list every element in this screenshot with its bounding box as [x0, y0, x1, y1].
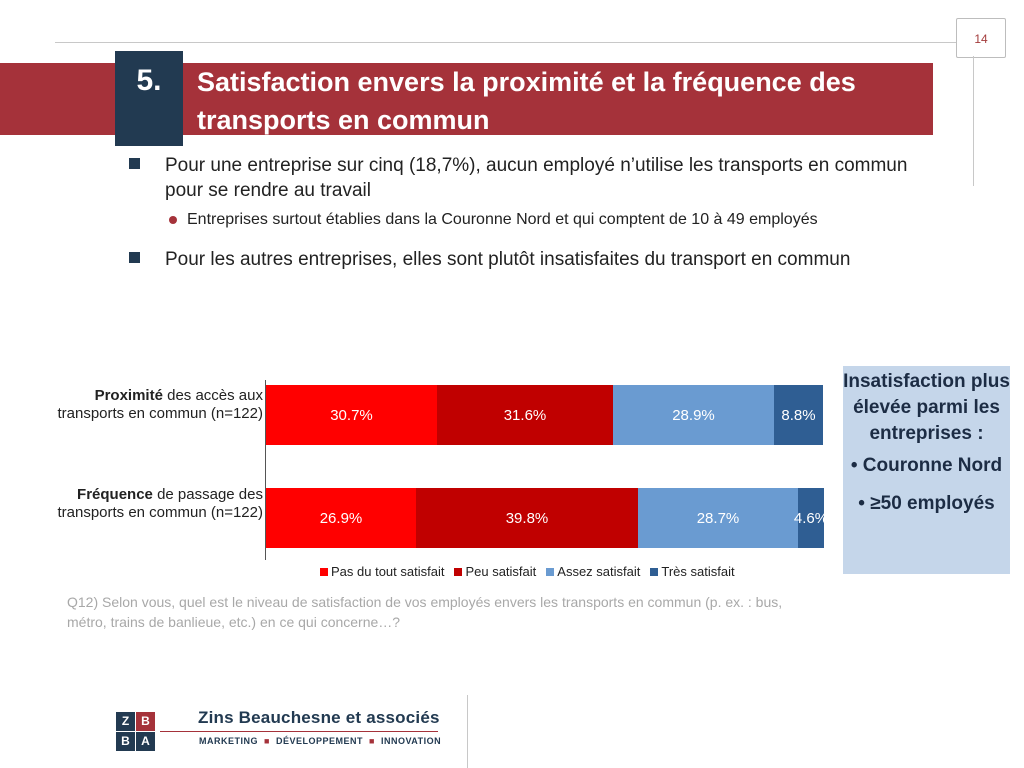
zba-logo: Z B B A: [116, 712, 156, 752]
logo-letter: Z: [116, 712, 135, 731]
callout-item-text: Couronne Nord: [862, 455, 1003, 476]
legend-label: Pas du tout satisfait: [331, 564, 445, 579]
callout-heading: Insatisfaction plus élevée parmi les ent…: [843, 371, 1010, 444]
data-label: 30.7%: [330, 406, 373, 424]
data-label: 4.6%: [793, 509, 829, 527]
brand-rule: [160, 731, 438, 732]
logo-letter: B: [136, 712, 155, 731]
category-axis: [265, 380, 266, 560]
stacked-bar-chart: Proximité des accès aux transports en co…: [0, 370, 835, 590]
callout-item: • ≥50 employés: [858, 493, 995, 514]
legend-swatch: [454, 567, 463, 576]
insight-callout: Insatisfaction plus élevée parmi les ent…: [843, 366, 1010, 574]
tagline-word: MARKETING: [199, 736, 258, 746]
logo-letter: A: [136, 732, 155, 751]
category-label-bold: Proximité: [94, 387, 163, 404]
section-number: 5.: [115, 51, 183, 146]
data-label: 31.6%: [503, 406, 547, 424]
bar-row-proximite: 30.7% 31.6% 28.9% 8.8%: [266, 385, 823, 445]
callout-item-text: ≥50 employés: [870, 493, 995, 514]
category-label-rest: de passage des transports en commun (n=1…: [57, 486, 263, 521]
category-label-frequence: Fréquence de passage des transports en c…: [30, 486, 263, 522]
sub-bullet-text: Entreprises surtout établies dans la Cou…: [187, 211, 818, 228]
square-bullet-icon: [129, 158, 140, 169]
bar-segment: 39.8%: [416, 488, 638, 548]
category-label-bold: Fréquence: [77, 486, 153, 503]
page-number: 14: [956, 18, 1006, 58]
bullet-text: Pour une entreprise sur cinq (18,7%), au…: [165, 155, 908, 201]
legend-label: Très satisfait: [661, 564, 735, 579]
tagline-word: DÉVELOPPEMENT: [275, 736, 363, 746]
data-label: 28.9%: [672, 406, 715, 424]
callout-list: • Couronne Nord • ≥50 employés: [843, 453, 1010, 517]
data-label: 26.9%: [319, 509, 363, 527]
category-label-rest: des accès aux transports en commun (n=12…: [57, 387, 263, 422]
top-rule: [55, 42, 958, 43]
bullet-item: Pour une entreprise sur cinq (18,7%), au…: [125, 153, 915, 203]
category-label-proximite: Proximité des accès aux transports en co…: [30, 387, 263, 423]
bar-segment: 8.8%: [774, 385, 823, 445]
legend-item: Pas du tout satisfait: [320, 564, 444, 579]
bullet-list: Pour une entreprise sur cinq (18,7%), au…: [125, 153, 915, 278]
data-label: 39.8%: [505, 509, 549, 527]
brand-name: Zins Beauchesne et associés: [198, 708, 440, 727]
bar-segment: 4.6%: [794, 488, 828, 548]
bullet-item: Pour les autres entreprises, elles sont …: [125, 247, 915, 272]
legend-item: Peu satisfait: [454, 564, 536, 579]
footer-rule: [467, 695, 468, 768]
chart-legend: Pas du tout satisfait Peu satisfait Assez …: [320, 564, 735, 579]
legend-swatch: [650, 567, 659, 576]
bullet-text: Pour les autres entreprises, elles sont …: [165, 249, 851, 270]
bar-row-frequence: 26.9% 39.8% 28.7% 4.6%: [266, 488, 828, 548]
page-title: Satisfaction envers la proximité et la f…: [197, 67, 856, 135]
legend-label: Peu satisfait: [465, 564, 537, 579]
page-number-rule: [973, 56, 974, 186]
bar-segment: 28.9%: [613, 385, 774, 445]
dot-bullet-icon: [169, 216, 177, 224]
bar-segment: 26.9%: [266, 488, 416, 548]
logo-letter: B: [116, 732, 135, 751]
legend-item: Très satisfait: [650, 564, 735, 579]
tagline-separator-icon: ■: [366, 736, 378, 746]
tagline-separator-icon: ■: [261, 736, 273, 746]
bar-segment: 30.7%: [266, 385, 437, 445]
legend-label: Assez satisfait: [557, 564, 641, 579]
sub-bullet-item: Entreprises surtout établies dans la Cou…: [125, 209, 827, 231]
tagline-word: INNOVATION: [380, 736, 442, 746]
question-footnote: Q12) Selon vous, quel est le niveau de s…: [67, 594, 783, 630]
bar-segment: 31.6%: [437, 385, 613, 445]
square-bullet-icon: [129, 252, 140, 263]
callout-item: • Couronne Nord: [850, 455, 1003, 476]
bar-segment: 28.7%: [638, 488, 798, 548]
legend-swatch: [546, 567, 555, 576]
brand-tagline: MARKETING ■ DÉVELOPPEMENT ■ INNOVATION: [199, 736, 441, 746]
data-label: 8.8%: [781, 406, 816, 424]
data-label: 28.7%: [696, 509, 740, 527]
legend-item: Assez satisfait: [546, 564, 640, 579]
legend-swatch: [320, 567, 328, 576]
